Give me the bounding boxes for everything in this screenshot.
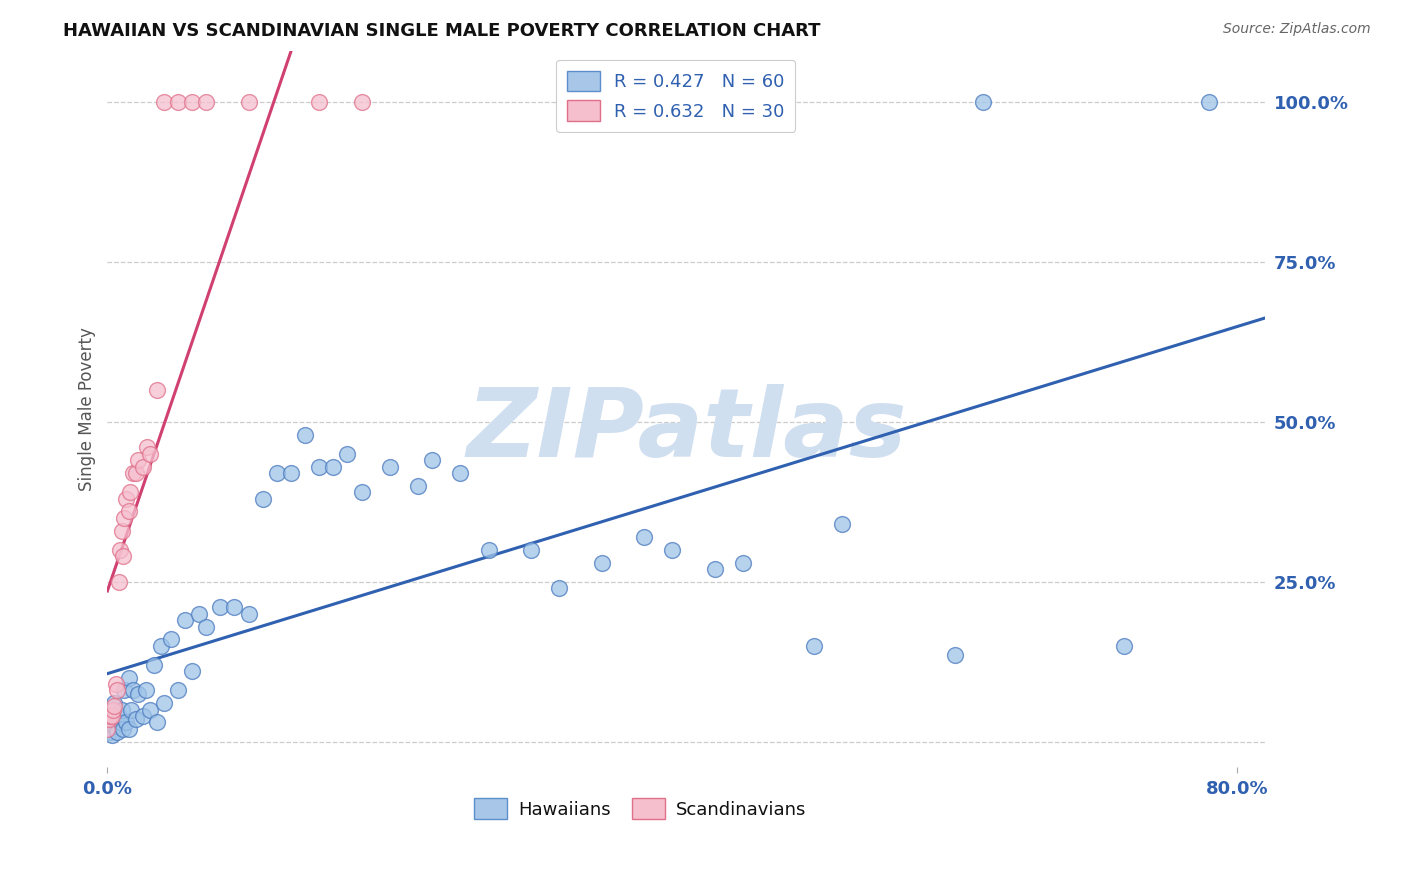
Point (336, 447, 359, 461)
Point (1114, 639, 1136, 653)
Point (520, 542, 543, 557)
Point (131, 709, 153, 723)
Point (146, 715, 169, 730)
Point (107, 574, 129, 589)
Point (143, 657, 166, 672)
Point (150, 639, 173, 653)
Point (731, 556, 754, 570)
Point (803, 639, 825, 653)
Y-axis label: Single Male Poverty: Single Male Poverty (79, 327, 96, 491)
Point (146, 383, 169, 397)
Point (831, 517, 853, 532)
Point (114, 715, 136, 730)
Point (703, 562, 725, 576)
Point (195, 619, 218, 633)
Point (322, 459, 344, 474)
Point (591, 556, 613, 570)
Point (110, 703, 132, 717)
Point (633, 530, 655, 544)
Legend: Hawaiians, Scandinavians: Hawaiians, Scandinavians (467, 791, 813, 826)
Point (224, 600, 246, 615)
Point (103, 696, 125, 710)
Point (294, 427, 316, 442)
Point (117, 671, 139, 685)
Point (943, 648, 966, 663)
Point (114, 491, 136, 506)
Point (120, 703, 142, 717)
Point (131, 459, 153, 474)
Point (167, 95, 190, 109)
Text: ZIPatlas: ZIPatlas (467, 384, 907, 477)
Point (124, 466, 146, 480)
Point (121, 466, 143, 480)
Point (112, 683, 135, 698)
Point (308, 459, 330, 474)
Point (139, 447, 162, 461)
Point (174, 613, 197, 627)
Point (350, 485, 373, 500)
Point (96, 722, 118, 736)
Point (160, 632, 183, 647)
Point (112, 510, 135, 524)
Point (100, 709, 122, 723)
Point (420, 453, 443, 467)
Point (181, 665, 204, 679)
Text: Source: ZipAtlas.com: Source: ZipAtlas.com (1223, 22, 1371, 37)
Point (98, 709, 121, 723)
Point (308, 95, 330, 109)
Point (661, 542, 683, 557)
Point (548, 581, 571, 595)
Point (478, 542, 501, 557)
Point (100, 728, 122, 742)
Point (195, 95, 218, 109)
Point (103, 719, 125, 733)
Point (188, 607, 211, 621)
Point (121, 683, 143, 698)
Point (108, 715, 131, 730)
Point (167, 683, 190, 698)
Point (104, 677, 127, 691)
Point (111, 722, 134, 736)
Point (108, 542, 131, 557)
Point (134, 683, 156, 698)
Point (252, 491, 274, 506)
Point (209, 600, 232, 615)
Point (153, 95, 176, 109)
Point (238, 607, 260, 621)
Point (103, 699, 125, 714)
Point (972, 95, 994, 109)
Point (350, 95, 373, 109)
Point (111, 549, 134, 563)
Point (105, 683, 128, 698)
Point (238, 95, 260, 109)
Point (110, 524, 132, 538)
Point (139, 703, 162, 717)
Text: HAWAIIAN VS SCANDINAVIAN SINGLE MALE POVERTY CORRELATION CHART: HAWAIIAN VS SCANDINAVIAN SINGLE MALE POV… (63, 22, 821, 40)
Point (1198, 95, 1220, 109)
Point (96, 722, 118, 736)
Point (105, 725, 128, 739)
Point (135, 441, 157, 455)
Point (117, 504, 139, 518)
Point (280, 466, 302, 480)
Point (378, 459, 401, 474)
Point (127, 453, 149, 467)
Point (153, 696, 176, 710)
Point (107, 709, 129, 723)
Point (101, 703, 124, 717)
Point (406, 479, 429, 493)
Point (266, 466, 288, 480)
Point (127, 687, 149, 701)
Point (117, 722, 139, 736)
Point (98, 725, 121, 739)
Point (118, 485, 141, 500)
Point (181, 95, 204, 109)
Point (124, 712, 146, 726)
Point (449, 466, 471, 480)
Point (97, 712, 120, 726)
